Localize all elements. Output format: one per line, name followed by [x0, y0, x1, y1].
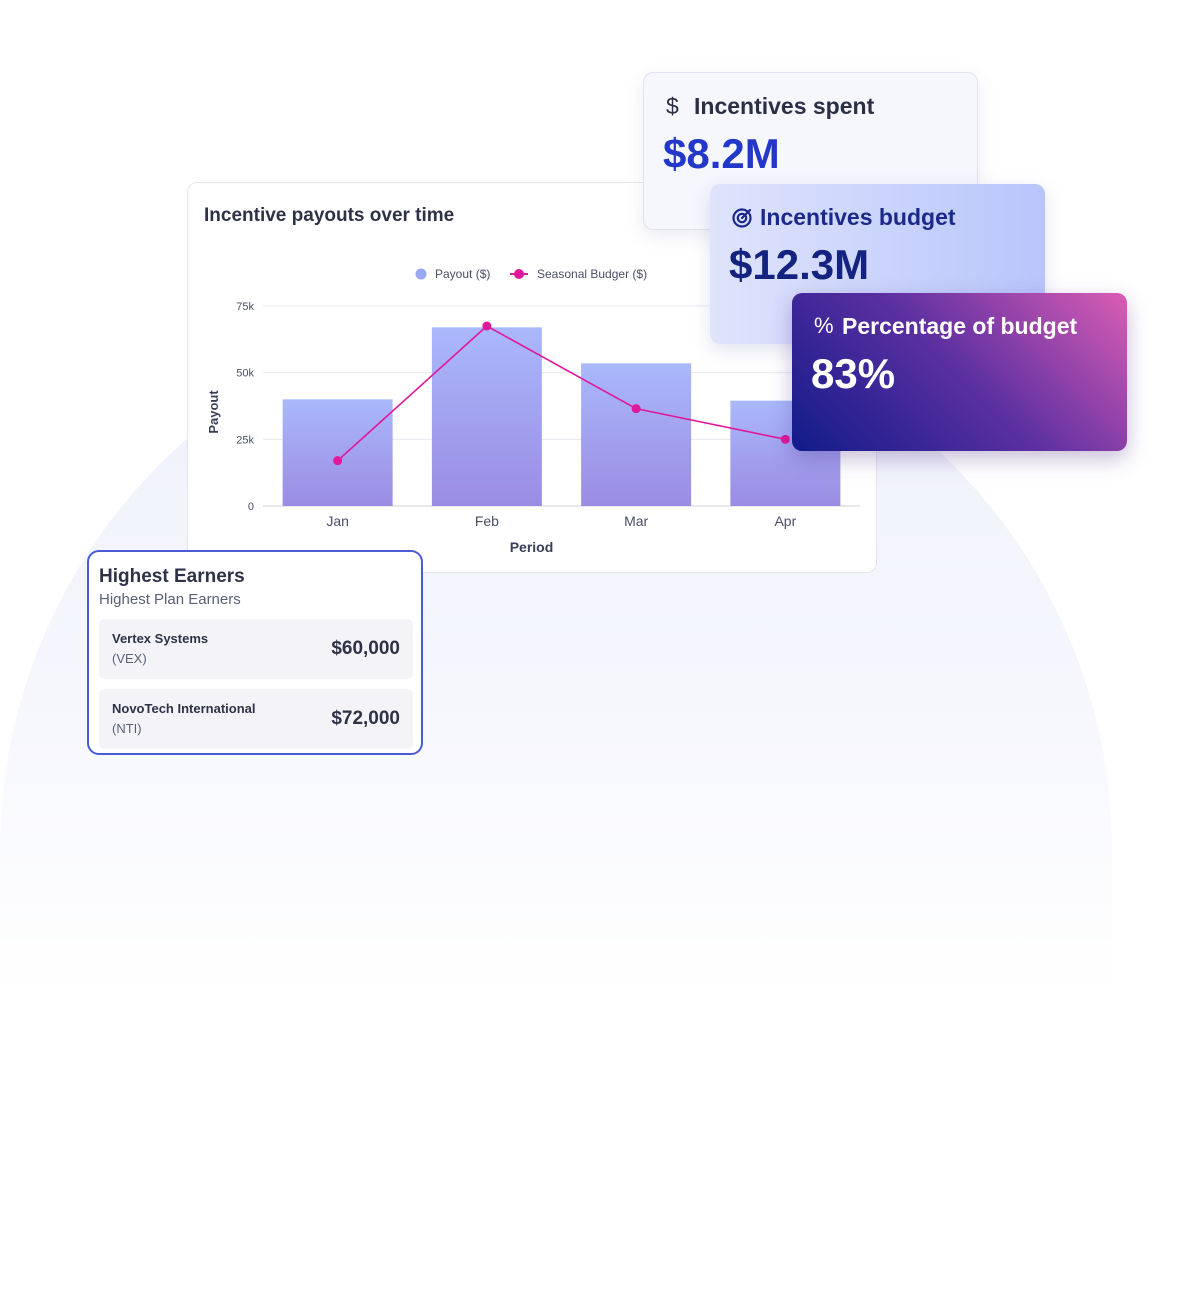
line-point — [333, 456, 343, 466]
x-tick-label: Jan — [326, 513, 349, 529]
payout-chart: 0 25k 50k 75k Jan Feb Mar Apr Period Payout Payout… — [206, 267, 860, 555]
percent-icon: % — [814, 313, 834, 338]
y-axis-label: Payout — [206, 390, 221, 434]
legend-swatch-payout — [415, 268, 427, 280]
kpi-label: Percentage of budget — [842, 313, 1078, 339]
y-tick-label: 50k — [236, 368, 254, 380]
kpi-label: Incentives budget — [760, 204, 956, 230]
bar — [581, 363, 692, 506]
x-tick-label: Apr — [774, 513, 796, 529]
kpi-percentage-of-budget: % Percentage of budget 83% — [792, 293, 1127, 451]
earner-row[interactable]: Vertex Systems (VEX) $60,000 — [99, 619, 413, 679]
earner-code: (VEX) — [112, 651, 147, 666]
earner-amount: $72,000 — [331, 708, 400, 729]
kpi-value: 83% — [811, 350, 896, 397]
dollar-icon: $ — [666, 93, 679, 119]
x-axis-label: Period — [510, 539, 554, 555]
legend-swatch-budget — [514, 269, 524, 279]
line-point — [631, 404, 641, 414]
y-tick-label: 75k — [236, 301, 254, 313]
series-line — [337, 325, 786, 462]
chart-title: Incentive payouts over time — [204, 205, 455, 226]
x-tick-label: Mar — [624, 513, 648, 529]
target-icon — [732, 204, 754, 235]
earners-title: Highest Earners — [99, 566, 245, 587]
bar — [282, 399, 393, 506]
bar — [431, 327, 542, 506]
kpi-value: $12.3M — [729, 241, 870, 288]
line-point — [482, 321, 492, 331]
line-point — [780, 434, 790, 444]
earners-subtitle: Highest Plan Earners — [99, 591, 241, 608]
y-tick-label: 25k — [236, 434, 254, 446]
earner-name: Vertex Systems — [112, 631, 209, 646]
x-tick-label: Feb — [475, 513, 499, 529]
legend-label-budget: Seasonal Budger ($) — [537, 267, 647, 281]
kpi-label: Incentives spent — [694, 93, 875, 119]
highest-earners-card: Highest Earners Highest Plan Earners Ver… — [87, 550, 423, 755]
legend-label-payout: Payout ($) — [435, 267, 490, 281]
earner-name: NovoTech International — [112, 701, 256, 716]
earner-row[interactable]: NovoTech International (NTI) $72,000 — [99, 689, 413, 749]
earner-code: (NTI) — [112, 721, 142, 736]
earner-amount: $60,000 — [331, 638, 400, 659]
y-tick-label: 0 — [248, 501, 254, 513]
kpi-value: $8.2M — [663, 130, 780, 177]
